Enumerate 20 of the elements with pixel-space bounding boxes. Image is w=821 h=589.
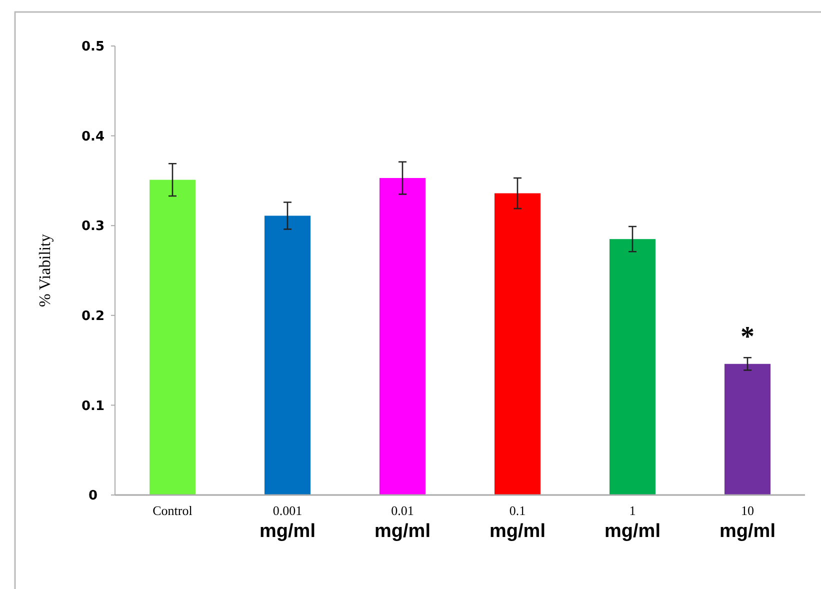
x-tick-label: 0.1 mg/ml — [490, 503, 546, 542]
annotation: * — [740, 322, 754, 353]
y-tick-label: 0.4 — [81, 129, 105, 144]
y-tick-label: 0 — [88, 488, 98, 504]
bar — [724, 364, 770, 495]
y-tick-label: 0.1 — [81, 398, 105, 414]
x-tick-label: Control — [152, 503, 193, 518]
x-tick-label: 0.001 mg/ml — [260, 503, 316, 542]
y-axis-title: % Viability — [37, 234, 54, 307]
x-tick-label: 1 mg/ml — [604, 503, 660, 542]
bar — [494, 193, 540, 495]
bar — [380, 178, 426, 495]
x-tick-label: 10 mg/ml — [720, 503, 776, 542]
bar — [610, 239, 656, 495]
bar — [150, 180, 196, 495]
y-tick-label: 0.2 — [81, 308, 105, 324]
y-tick-label: 0.5 — [81, 40, 105, 55]
x-tick-label: 0.01 mg/ml — [374, 503, 430, 542]
bar — [264, 216, 310, 495]
y-tick-label: 0.3 — [81, 219, 105, 234]
